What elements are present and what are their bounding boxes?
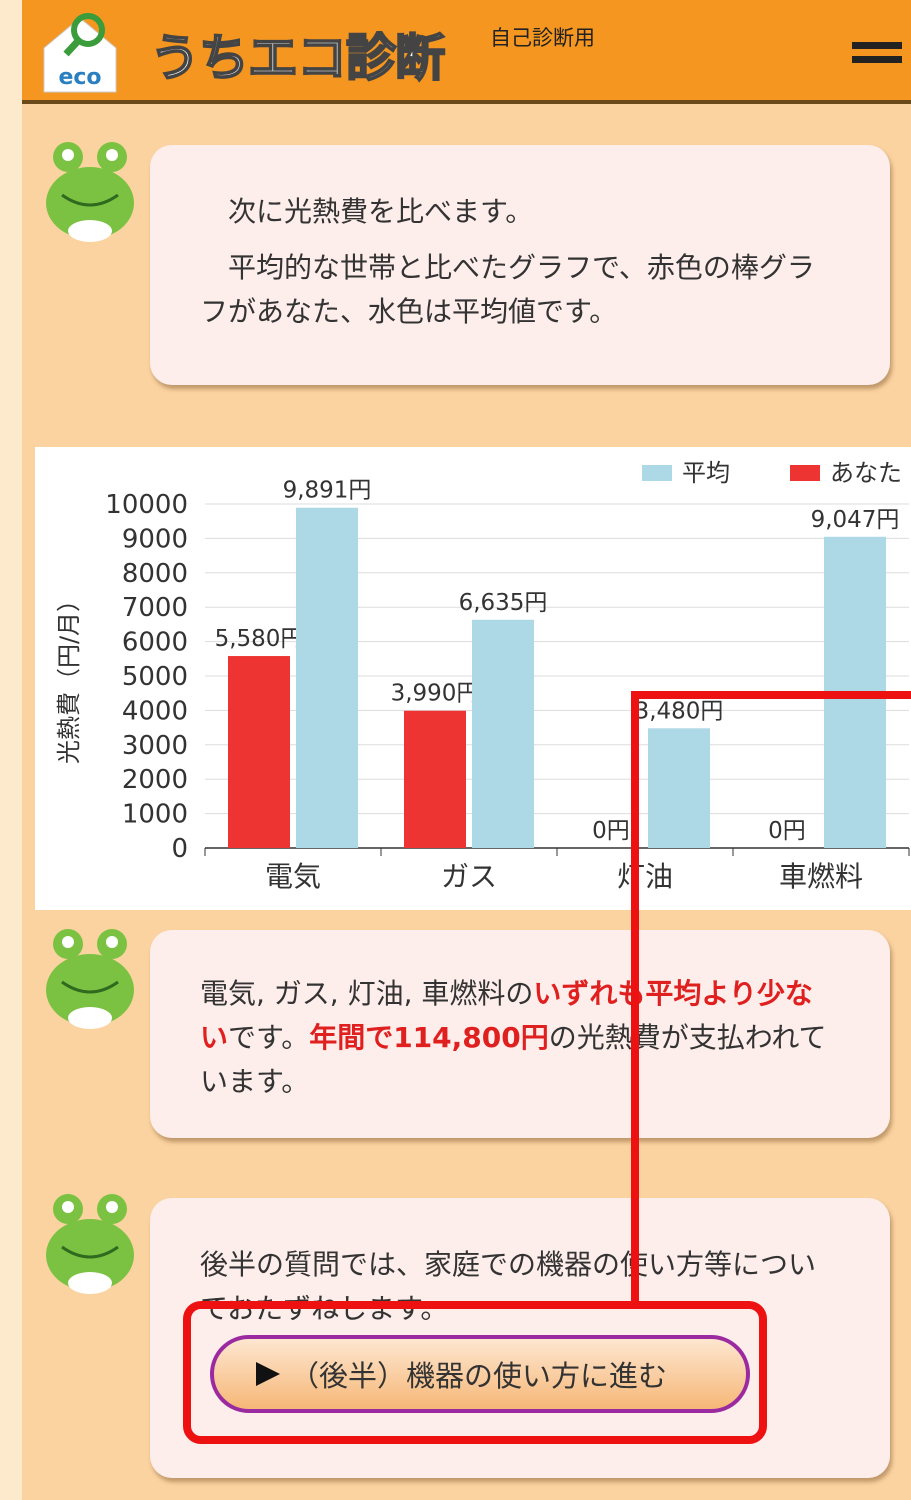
y-tick-label: 0 xyxy=(171,834,188,864)
frog-icon xyxy=(40,922,140,1032)
y-tick-label: 1000 xyxy=(122,800,188,830)
app: eco うちエコ診断 自己診断用 次に光熱費を比べます。 平均的な世帯と比べたグ… xyxy=(0,0,911,1500)
frog-icon xyxy=(40,135,140,245)
emphasis-text: 年間で114,800円 xyxy=(309,1021,549,1054)
logo-text: eco xyxy=(58,65,101,90)
message-bubble: 次に光熱費を比べます。 平均的な世帯と比べたグラフで、赤色の棒グラフがあなた、水… xyxy=(150,145,890,385)
value-label: 6,635円 xyxy=(459,590,548,616)
y-axis-label: 光熱費（円/月） xyxy=(55,588,83,764)
y-tick-label: 4000 xyxy=(122,696,188,726)
chart: 0 1000 2000 3000 4000 5000 6000 7000 8000 9000 100… xyxy=(35,447,911,910)
value-label: 3,480円 xyxy=(635,698,724,724)
button-label: （後半）機器の使い方に進む xyxy=(290,1353,667,1395)
message-text: 後半の質問では、家庭での機器の使い方等についておたずねします。 xyxy=(200,1243,840,1331)
menu-button[interactable] xyxy=(852,40,902,66)
message-text: 電気, ガス, 灯油, 車燃料のいずれも平均より少ないです。年間で114,800… xyxy=(200,972,840,1104)
legend-label: 平均 xyxy=(682,459,730,487)
y-tick-label: 5000 xyxy=(122,662,188,692)
legend-swatch xyxy=(790,465,820,481)
x-tick-label: 車燃料 xyxy=(779,860,863,893)
app-title: うちエコ診断 xyxy=(150,18,444,90)
bar xyxy=(404,711,466,848)
app-subtitle: 自己診断用 xyxy=(490,22,595,52)
frog-icon xyxy=(40,1187,140,1297)
y-tick-label: 7000 xyxy=(122,593,188,623)
y-tick-label: 10000 xyxy=(105,490,188,520)
y-tick-label: 2000 xyxy=(122,765,188,795)
value-label: 0円 xyxy=(592,818,630,844)
bar xyxy=(228,656,290,848)
text-run: 電気, ガス, 灯油, 車燃料の xyxy=(200,977,533,1010)
text-run: です。 xyxy=(228,1021,309,1054)
message-text: 平均的な世帯と比べたグラフで、赤色の棒グラフがあなた、水色は平均値です。 xyxy=(200,246,840,334)
bar xyxy=(824,537,886,848)
page: {"header": {"logo_small": "eco", "title"… xyxy=(0,0,911,1500)
message-text: 次に光熱費を比べます。 xyxy=(200,190,840,234)
message-bubble: 電気, ガス, 灯油, 車燃料のいずれも平均より少ないです。年間で114,800… xyxy=(150,930,890,1138)
value-label: 9,891円 xyxy=(283,478,372,504)
side-strip xyxy=(0,0,22,1500)
y-tick-label: 9000 xyxy=(122,524,188,554)
bar xyxy=(472,620,534,848)
y-tick-label: 6000 xyxy=(122,628,188,658)
value-label: 0円 xyxy=(768,818,806,844)
legend-swatch xyxy=(642,465,672,481)
next-button[interactable]: （後半）機器の使い方に進む xyxy=(210,1335,750,1413)
x-tick-label: 電気 xyxy=(265,860,321,893)
legend-label: あなた xyxy=(830,459,902,487)
value-label: 9,047円 xyxy=(811,507,900,533)
play-icon xyxy=(254,1360,282,1388)
y-tick-label: 3000 xyxy=(122,731,188,761)
bar xyxy=(296,508,358,848)
logo: eco xyxy=(40,8,120,94)
x-tick-label: ガス xyxy=(441,860,497,893)
value-label: 5,580円 xyxy=(215,626,304,652)
bar xyxy=(648,728,710,848)
value-label: 3,990円 xyxy=(391,681,480,707)
y-tick-label: 8000 xyxy=(122,559,188,589)
x-tick-label: 灯油 xyxy=(617,860,673,893)
